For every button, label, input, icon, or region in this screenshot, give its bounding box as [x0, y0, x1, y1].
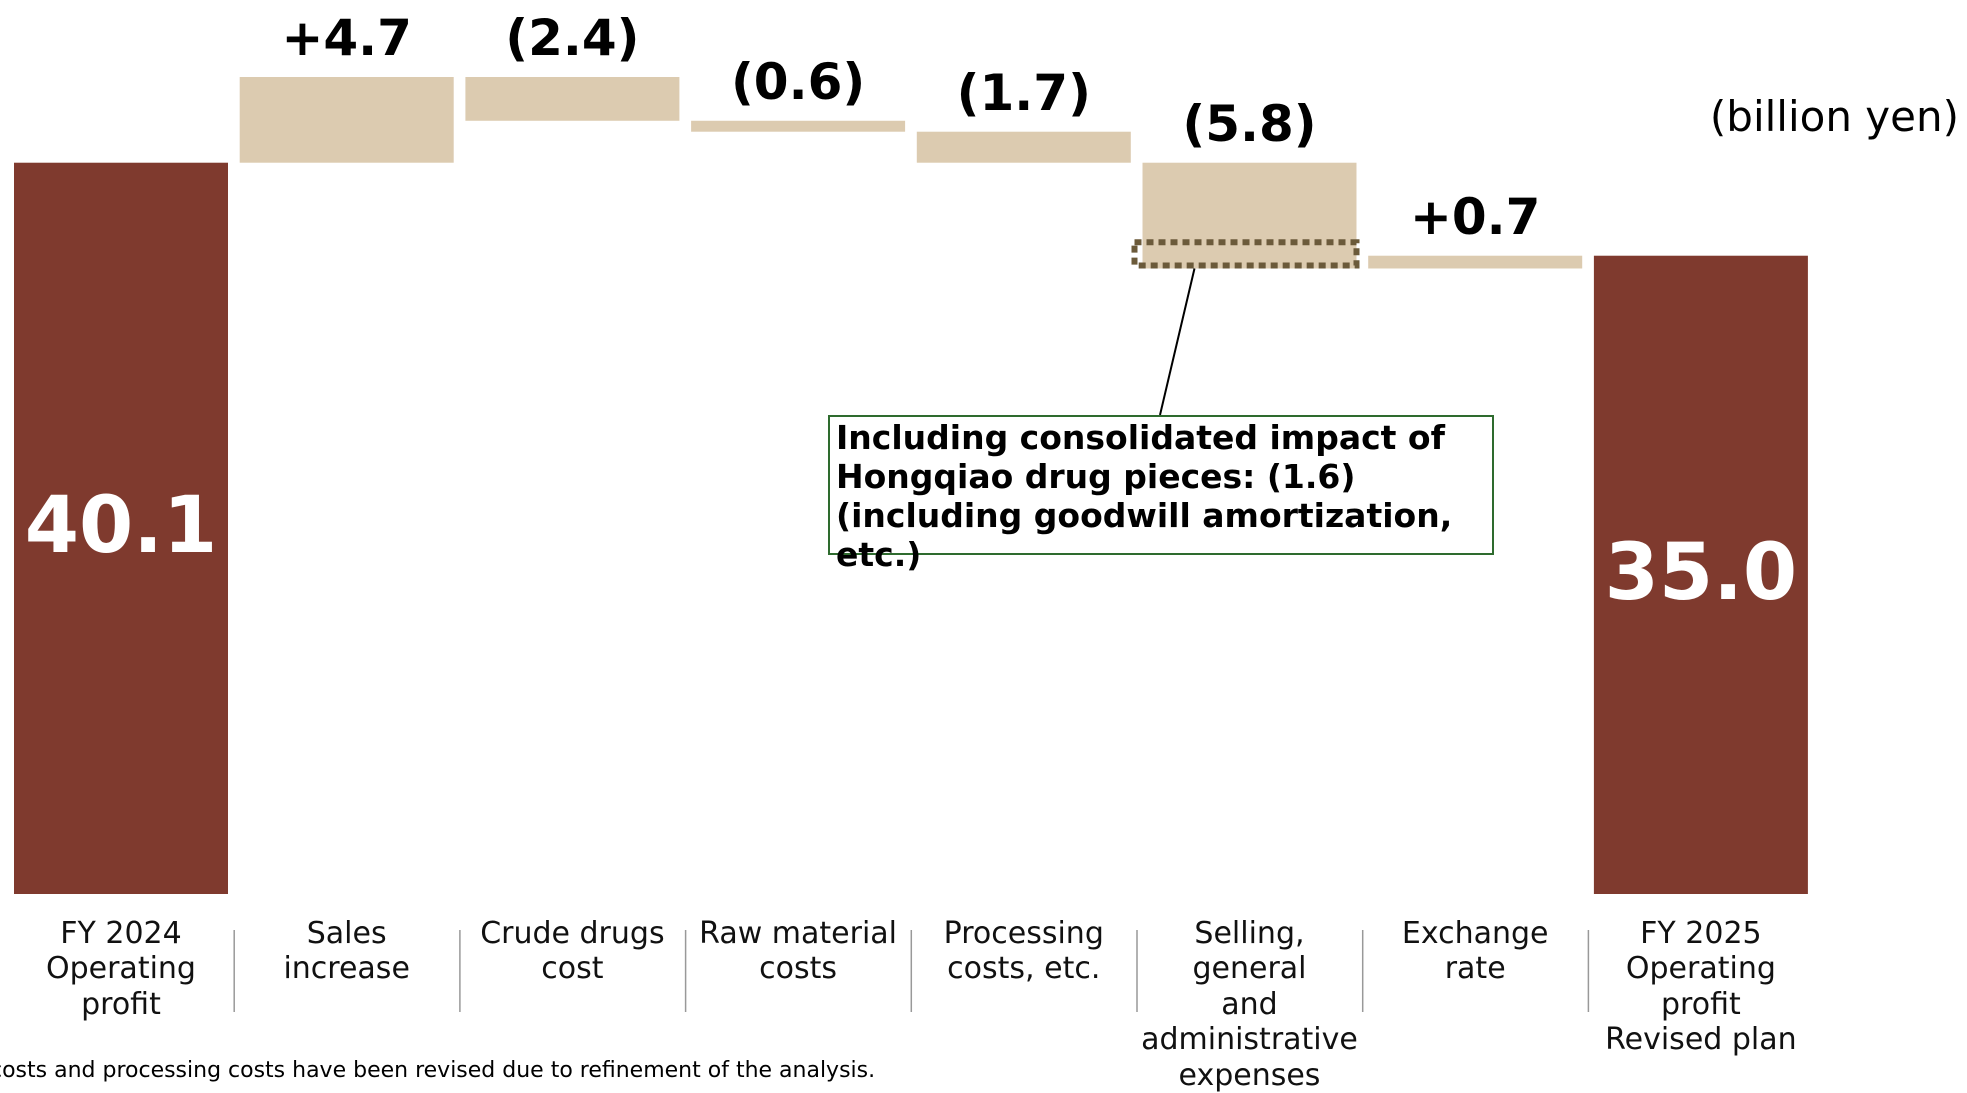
- page: (billion yen) Including consolidated imp…: [0, 9, 1959, 1093]
- category-label: Raw material costs: [699, 916, 898, 987]
- change-bar: [239, 77, 454, 163]
- value-label: 40.1: [24, 481, 218, 572]
- footnote: costs and processing costs have been rev…: [0, 1058, 876, 1083]
- value-label: 35.0: [1604, 527, 1798, 618]
- value-label: (0.6): [730, 52, 866, 111]
- category-label: Crude drugs cost: [480, 916, 665, 987]
- category-label: Selling, general and administrative expe…: [1141, 916, 1358, 1093]
- value-label: (1.7): [956, 63, 1091, 122]
- value-label: (5.8): [1182, 94, 1317, 153]
- change-bar: [916, 131, 1131, 163]
- category-label: Processing costs, etc.: [943, 916, 1104, 987]
- chart: [14, 77, 1808, 1012]
- category-label: Sales increase: [283, 916, 410, 987]
- change-bar: [691, 120, 906, 132]
- total-bar: [1593, 255, 1808, 894]
- change-bar: [1368, 255, 1583, 269]
- annotation-leader: [1159, 268, 1196, 416]
- value-label: +0.7: [1409, 187, 1541, 246]
- value-label: +4.7: [281, 9, 412, 67]
- category-label: Exchange rate: [1401, 916, 1549, 987]
- change-bar: [1142, 162, 1357, 269]
- unit-label: (billion yen): [1709, 92, 1959, 141]
- value-label: (2.4): [505, 9, 640, 67]
- annotation-box: [1131, 239, 1360, 269]
- total-bar: [14, 162, 228, 895]
- change-bar: [465, 77, 680, 121]
- annotation: Including consolidated impact of Hongqia…: [828, 415, 1494, 574]
- category-label: FY 2025 Operating profit Revised plan: [1605, 916, 1797, 1058]
- category-label: FY 2024 Operating profit: [45, 916, 196, 1022]
